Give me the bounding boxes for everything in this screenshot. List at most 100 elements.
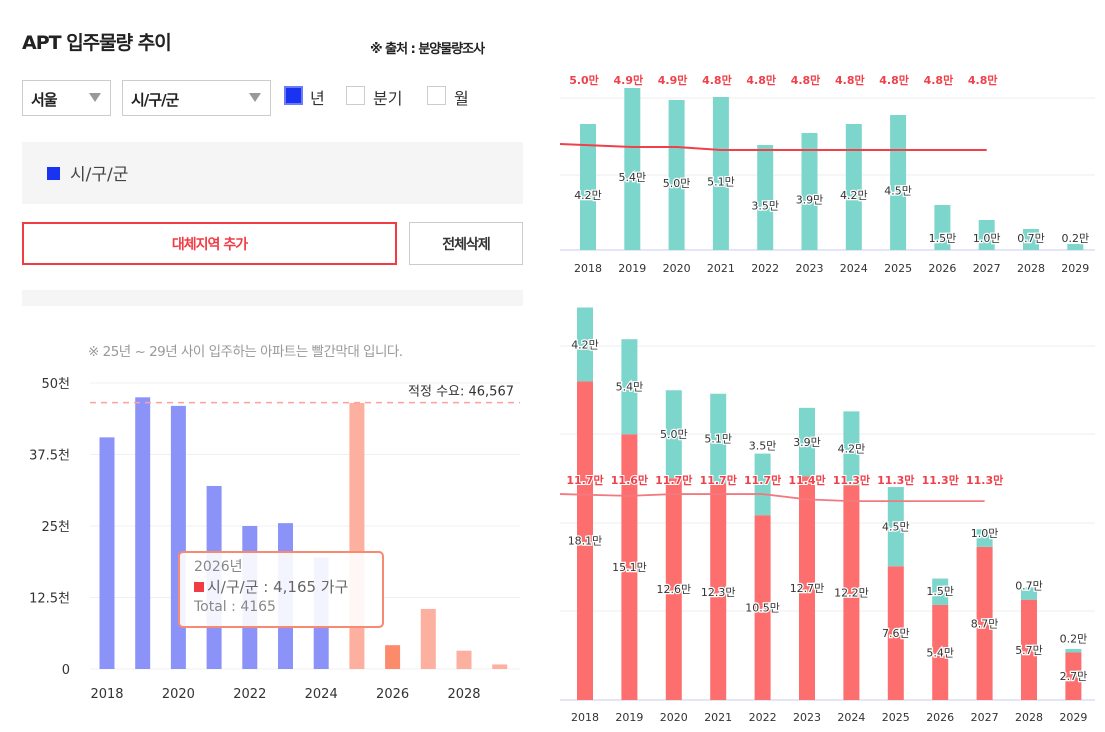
x-tick-label: 2022 [749, 711, 777, 724]
bar-teal-2026 [932, 578, 949, 605]
bar-2019 [624, 88, 641, 250]
tooltip-total: Total : 4165 [194, 599, 276, 615]
value-label: 0.7만 [1017, 232, 1045, 245]
line-value-label: 11.4만 [788, 473, 825, 487]
bar-red-2019 [621, 434, 638, 700]
value-label: 1.0만 [973, 232, 1001, 245]
chart-note: ※ 25년 ~ 29년 사이 입주하는 아파트는 빨간막대 입니다. [88, 344, 403, 360]
divider-bar [22, 290, 523, 306]
teal-value-label: 5.4만 [616, 381, 644, 394]
teal-value-label: 5.0만 [660, 428, 688, 441]
y-tick-label: 0 [62, 663, 70, 678]
delete-all-button[interactable]: 전체삭제 [409, 222, 523, 265]
bar-red-2025 [887, 566, 904, 700]
line-value-label: 4.8만 [879, 73, 909, 87]
checkbox-quarter[interactable] [346, 86, 365, 105]
red-value-label: 12.2만 [834, 587, 869, 600]
region-select[interactable]: 서울 [22, 80, 111, 116]
x-tick-label: 2023 [793, 711, 821, 724]
bar-red-2023 [799, 476, 815, 700]
line-value-label: 11.7만 [655, 473, 692, 487]
red-value-label: 12.3만 [701, 586, 736, 599]
red-value-label: 12.7만 [790, 582, 825, 595]
page-title: APT 입주물량 추이 [22, 32, 172, 54]
bar-red-2018 [577, 381, 593, 700]
y-tick-label: 37.5천 [29, 449, 70, 464]
teal-value-label: 3.5만 [749, 440, 777, 453]
red-value-label: 8.7만 [971, 617, 999, 630]
y-tick-label: 50천 [41, 377, 70, 392]
line-value-label: 4.8만 [835, 73, 865, 87]
legend-label[interactable]: 시/구/군 [70, 165, 129, 185]
checkbox-year-label: 년 [310, 89, 325, 108]
x-tick-label: 2025 [882, 711, 910, 724]
bar-teal-2022 [754, 453, 771, 516]
bar-2029 [1067, 244, 1084, 250]
add-region-button[interactable]: 대체지역 추가 [22, 222, 397, 265]
bar-teal-2020 [665, 390, 682, 479]
y-tick-label: 12.5천 [29, 592, 70, 607]
x-tick-label: 2019 [615, 711, 643, 724]
line-value-label: 4.8만 [746, 73, 776, 87]
value-label: 0.2만 [1061, 232, 1089, 245]
value-label: 5.1만 [707, 176, 735, 189]
line-value-label: 4.8만 [968, 73, 998, 87]
bar-2023 [801, 133, 818, 250]
bar-teal-2019 [621, 339, 638, 435]
chart-tooltip: 2026년 시/구/군 : 4,165 가구 Total : 4165 [178, 551, 384, 628]
bar-red-2026 [932, 604, 949, 700]
reference-line-label: 적정 수요: 46,567 [408, 385, 514, 400]
chevron-down-icon [249, 93, 261, 102]
value-label: 4.5만 [884, 185, 912, 198]
teal-value-label: 1.0만 [971, 527, 999, 540]
line-value-label: 11.3만 [833, 473, 870, 487]
x-tick-label: 2022 [233, 687, 266, 702]
x-tick-label: 2025 [884, 262, 912, 275]
region-value: 서울 [31, 91, 58, 109]
tooltip-title: 2026년 [194, 559, 243, 575]
bar-red-2020 [665, 478, 682, 700]
bar-teal-2018 [577, 307, 593, 382]
bar-2028 [1023, 229, 1039, 250]
bar-teal-2024 [843, 411, 860, 486]
red-value-label: 2.7만 [1060, 670, 1088, 683]
value-label: 3.5만 [751, 200, 779, 213]
x-tick-label: 2018 [574, 262, 602, 275]
district-select[interactable]: 시/구/군 [122, 80, 271, 116]
teal-value-label: 4.2만 [838, 442, 866, 455]
teal-value-label: 5.1만 [704, 433, 732, 446]
bar-teal-2021 [710, 393, 727, 484]
value-label: 3.9만 [796, 194, 824, 207]
bar-2026 [934, 205, 951, 250]
bar-teal-2029 [1065, 648, 1082, 653]
line-value-label: 11.7만 [700, 473, 737, 487]
bottom-right-stacked-chart: 18.1만 4.2만 2018 15.1만 5.4만 2019 12.6만 5.0만 2020 1… [559, 307, 1095, 724]
red-value-label: 7.6만 [882, 627, 910, 640]
line-value-label: 4.9만 [613, 73, 643, 87]
x-tick-label: 2018 [571, 711, 599, 724]
top-right-bar-chart: 4.2만 2018 5.4만 2019 5.0만 2020 5.1만 2021 3.5만 2022… [559, 73, 1095, 275]
chevron-down-icon [89, 93, 101, 102]
legend-swatch [47, 167, 60, 180]
bar-2024 [845, 124, 862, 250]
checkbox-year[interactable] [284, 86, 303, 105]
bar-2018 [99, 437, 115, 669]
x-tick-label: 2019 [618, 262, 646, 275]
bar-red-2027 [976, 546, 993, 700]
bar-2028 [456, 650, 472, 669]
bar-red-2029 [1065, 652, 1082, 700]
legend-box: 시/구/군 [22, 142, 523, 204]
value-label: 5.4만 [618, 171, 646, 184]
red-value-label: 12.6만 [656, 583, 691, 596]
line-value-label: 11.6만 [611, 473, 648, 487]
bar-2020 [668, 100, 685, 250]
value-label: 4.2만 [840, 189, 868, 202]
line-value-label: 11.7만 [744, 473, 781, 487]
red-value-label: 5.7만 [1015, 644, 1043, 657]
bar-2018 [580, 124, 596, 250]
checkbox-month[interactable] [427, 86, 446, 105]
line-value-label: 11.3만 [966, 473, 1003, 487]
bar-2025 [890, 115, 907, 250]
bar-red-2028 [1021, 599, 1037, 700]
bar-2027 [978, 220, 995, 250]
